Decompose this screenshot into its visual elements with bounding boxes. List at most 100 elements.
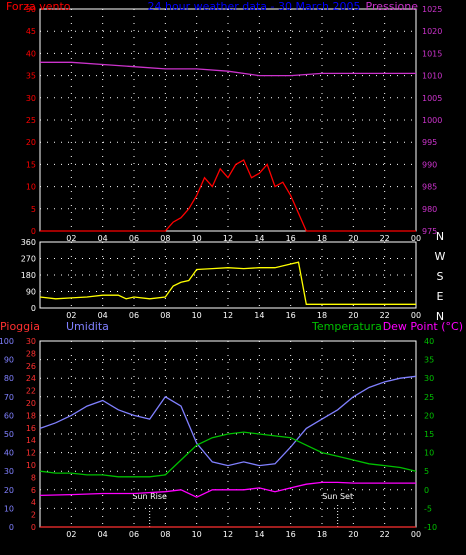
pressure-tick-label: 980 bbox=[422, 205, 437, 214]
temperature-tick-label: 5 bbox=[424, 467, 429, 476]
x-tick-label: 16 bbox=[286, 234, 296, 243]
wind-speed-tick-label: 15 bbox=[26, 160, 36, 169]
direction-tick-label: 270 bbox=[21, 255, 36, 264]
x-tick-label: 10 bbox=[192, 311, 202, 320]
humidity-tick-label: 40 bbox=[4, 449, 14, 458]
wind-speed-tick-label: 40 bbox=[26, 49, 36, 58]
compass-label: N bbox=[436, 230, 444, 243]
rain-tick-label: 8 bbox=[31, 473, 36, 482]
rain-tick-label: 6 bbox=[31, 486, 36, 495]
x-tick-label: 08 bbox=[160, 530, 170, 539]
series-line-pressione bbox=[40, 61, 416, 77]
wind-speed-tick-label: 5 bbox=[31, 205, 36, 214]
direction-tick-label: 0 bbox=[31, 304, 36, 313]
compass-label: S bbox=[437, 270, 444, 283]
x-tick-label: 22 bbox=[380, 311, 390, 320]
x-tick-label: 04 bbox=[98, 311, 108, 320]
x-tick-label: 14 bbox=[254, 311, 264, 320]
x-tick-label: 08 bbox=[160, 311, 170, 320]
rain-tick-label: 26 bbox=[26, 362, 36, 371]
wind-speed-tick-label: 50 bbox=[26, 5, 36, 14]
series-line-dew-point bbox=[39, 481, 416, 498]
x-tick-label: 20 bbox=[348, 530, 358, 539]
wind-speed-tick-label: 10 bbox=[26, 183, 36, 192]
x-tick-label: 18 bbox=[317, 530, 327, 539]
temperature-tick-label: 20 bbox=[424, 411, 434, 420]
x-tick-label: 12 bbox=[223, 311, 233, 320]
pressure-tick-label: 1015 bbox=[422, 49, 442, 58]
x-tick-label: 10 bbox=[192, 234, 202, 243]
panel3-sun-markers: Sun Rise Sun Set bbox=[132, 492, 353, 527]
rain-tick-label: 24 bbox=[26, 374, 36, 383]
wind-speed-tick-label: 25 bbox=[26, 116, 36, 125]
x-tick-label: 22 bbox=[380, 234, 390, 243]
wind-speed-tick-label: 45 bbox=[26, 27, 36, 36]
series-line-forza-vento bbox=[40, 159, 416, 232]
x-tick-label: 16 bbox=[286, 530, 296, 539]
compass-label: N bbox=[436, 310, 444, 323]
temperature-tick-label: 35 bbox=[424, 356, 434, 365]
panel1-right-label: Pressione bbox=[366, 0, 419, 13]
humidity-tick-label: 90 bbox=[4, 356, 14, 365]
temperature-tick-label: 15 bbox=[424, 430, 434, 439]
humidity-tick-label: 20 bbox=[4, 486, 14, 495]
rain-tick-label: 12 bbox=[26, 449, 36, 458]
pressure-tick-label: 995 bbox=[422, 138, 437, 147]
direction-tick-label: 180 bbox=[21, 271, 36, 280]
x-tick-label: 14 bbox=[254, 234, 264, 243]
x-tick-label: 04 bbox=[98, 234, 108, 243]
panel3-label-dewpoint: Dew Point (°C) bbox=[383, 320, 463, 333]
direction-tick-label: 360 bbox=[21, 238, 36, 247]
x-tick-label: 02 bbox=[66, 530, 76, 539]
x-tick-label: 12 bbox=[223, 530, 233, 539]
pressure-tick-label: 990 bbox=[422, 160, 437, 169]
humidity-tick-label: 60 bbox=[4, 411, 14, 420]
rain-tick-label: 28 bbox=[26, 349, 36, 358]
rain-tick-label: 18 bbox=[26, 411, 36, 420]
rain-tick-label: 2 bbox=[31, 511, 36, 520]
panel1-left-label: Forza vento bbox=[6, 0, 71, 13]
x-tick-label: 22 bbox=[380, 530, 390, 539]
rain-tick-label: 4 bbox=[31, 498, 36, 507]
x-tick-label: 06 bbox=[129, 530, 139, 539]
sunrise-label: Sun Rise bbox=[132, 492, 167, 501]
x-tick-label: 10 bbox=[192, 530, 202, 539]
panel1-right-axis: 975 980 985 990 995 1000 1005 1010 1015 1020 1025 bbox=[422, 5, 442, 236]
wind-speed-tick-label: 0 bbox=[31, 227, 36, 236]
panel3-humidity-axis: 0 10 20 30 40 50 60 70 80 90 100 bbox=[0, 337, 14, 532]
wind-speed-tick-label: 20 bbox=[26, 138, 36, 147]
x-tick-label: 16 bbox=[286, 311, 296, 320]
panel2-series bbox=[39, 261, 416, 305]
panel3-series bbox=[39, 375, 417, 528]
x-tick-label: 00 bbox=[411, 234, 421, 243]
humidity-tick-label: 30 bbox=[4, 467, 14, 476]
panel1-series bbox=[40, 61, 416, 232]
temperature-tick-label: 25 bbox=[424, 393, 434, 402]
humidity-tick-label: 100 bbox=[0, 337, 14, 346]
pressure-tick-label: 1020 bbox=[422, 27, 442, 36]
pressure-tick-label: 1005 bbox=[422, 94, 442, 103]
rain-tick-label: 10 bbox=[26, 461, 36, 470]
x-tick-label: 18 bbox=[317, 311, 327, 320]
wind-speed-tick-label: 30 bbox=[26, 94, 36, 103]
compass-label: E bbox=[437, 290, 444, 303]
rain-tick-label: 30 bbox=[26, 337, 36, 346]
x-tick-label: 20 bbox=[348, 234, 358, 243]
rain-tick-label: 22 bbox=[26, 387, 36, 396]
panel3-label-umidita: Umidita bbox=[66, 320, 109, 333]
panel3-label-temperatura: Temperatura bbox=[311, 320, 382, 333]
x-tick-label: 02 bbox=[66, 234, 76, 243]
sunset-label: Sun Set bbox=[322, 492, 353, 501]
pressure-tick-label: 1000 bbox=[422, 116, 442, 125]
x-tick-label: 12 bbox=[223, 234, 233, 243]
x-tick-label: 00 bbox=[411, 530, 421, 539]
temperature-tick-label: -10 bbox=[424, 523, 437, 532]
pressure-tick-label: 985 bbox=[422, 183, 437, 192]
panel1-title: 24 hour weather data - 30 March 2005 bbox=[147, 0, 360, 13]
humidity-tick-label: 0 bbox=[9, 523, 14, 532]
